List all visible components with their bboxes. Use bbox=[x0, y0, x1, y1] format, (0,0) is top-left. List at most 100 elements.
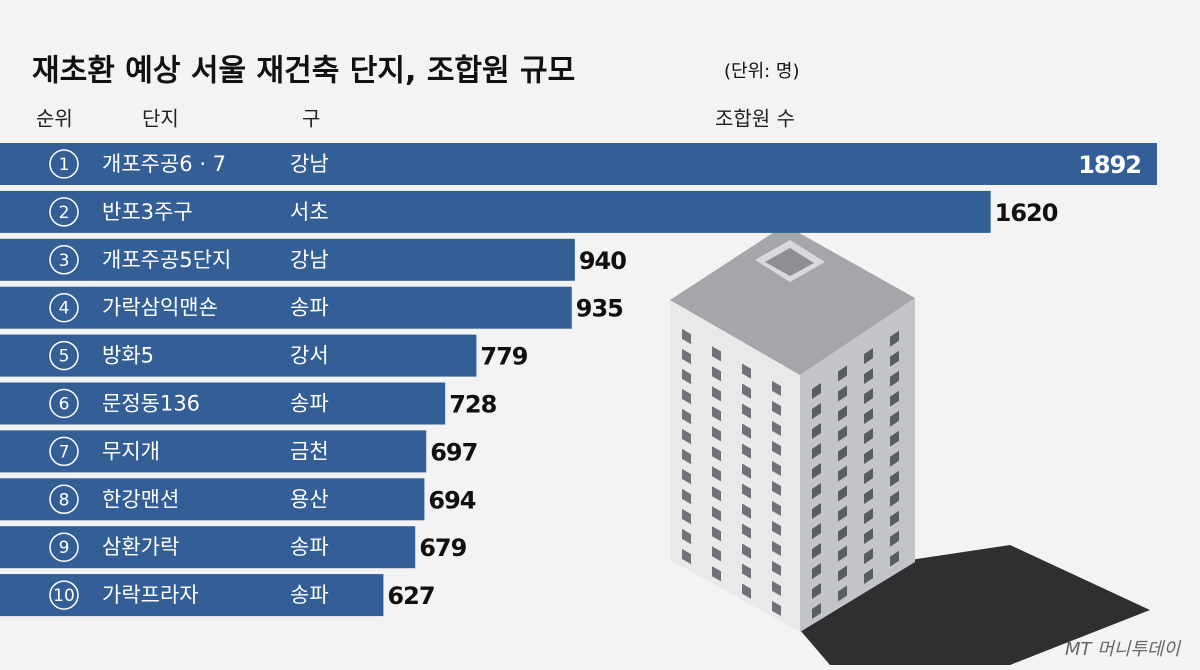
category-label: 삼환가락 bbox=[102, 535, 179, 559]
window bbox=[772, 400, 781, 417]
category-label: 한강맨션 bbox=[102, 487, 179, 511]
window bbox=[890, 330, 899, 347]
bar bbox=[0, 382, 446, 425]
rank-badge bbox=[49, 484, 79, 515]
window bbox=[812, 602, 821, 619]
window bbox=[890, 350, 899, 367]
window bbox=[772, 580, 781, 597]
value-label: 627 bbox=[387, 582, 434, 610]
window bbox=[682, 508, 691, 525]
value-label: 728 bbox=[449, 391, 496, 419]
window bbox=[838, 585, 847, 602]
window bbox=[890, 530, 899, 547]
window bbox=[712, 566, 721, 582]
window bbox=[838, 445, 847, 462]
window bbox=[772, 480, 781, 497]
window bbox=[712, 446, 721, 462]
window bbox=[742, 463, 751, 479]
rank-badge bbox=[49, 149, 79, 179]
window bbox=[682, 428, 691, 445]
rank-badge bbox=[49, 245, 79, 275]
window bbox=[682, 468, 691, 485]
window bbox=[812, 382, 821, 399]
district-label: 용산 bbox=[290, 487, 329, 511]
bar bbox=[0, 190, 991, 233]
window bbox=[772, 600, 781, 617]
window bbox=[742, 423, 751, 439]
window bbox=[742, 383, 751, 399]
window bbox=[682, 328, 691, 345]
window bbox=[712, 506, 721, 522]
rank: 7 bbox=[59, 442, 70, 462]
rank: 1 bbox=[59, 155, 70, 175]
district-label: 송파 bbox=[290, 296, 329, 320]
value-label: 697 bbox=[430, 438, 477, 466]
window bbox=[812, 462, 821, 479]
building-illustration bbox=[670, 225, 1150, 665]
window bbox=[890, 510, 899, 527]
window bbox=[712, 406, 721, 422]
window bbox=[812, 402, 821, 419]
window bbox=[838, 465, 847, 482]
window bbox=[864, 428, 873, 445]
window bbox=[772, 520, 781, 537]
value-label: 694 bbox=[428, 486, 475, 514]
window bbox=[712, 426, 721, 442]
window bbox=[838, 505, 847, 522]
window bbox=[742, 543, 751, 559]
window bbox=[864, 528, 873, 545]
window bbox=[772, 420, 781, 437]
window bbox=[838, 405, 847, 422]
window bbox=[890, 410, 899, 427]
window bbox=[772, 560, 781, 577]
window bbox=[812, 522, 821, 539]
district-label: 강서 bbox=[290, 344, 329, 368]
rank-badge bbox=[49, 436, 79, 467]
window bbox=[682, 548, 691, 565]
window bbox=[838, 525, 847, 542]
window bbox=[682, 488, 691, 505]
window bbox=[864, 568, 873, 585]
category-label: 개포주공6 · 7 bbox=[102, 152, 226, 176]
bar bbox=[0, 334, 477, 377]
window bbox=[864, 488, 873, 505]
window bbox=[838, 385, 847, 402]
window bbox=[890, 430, 899, 447]
district-label: 송파 bbox=[290, 583, 329, 607]
category-label: 가락삼익맨숀 bbox=[102, 296, 218, 320]
window bbox=[682, 388, 691, 405]
window bbox=[864, 548, 873, 565]
value-label: 1620 bbox=[995, 199, 1058, 227]
window bbox=[838, 425, 847, 442]
value-label: 940 bbox=[579, 247, 626, 275]
header: 단지 bbox=[142, 107, 179, 131]
window bbox=[838, 565, 847, 582]
chart-title: 재초환 예상 서울 재건축 단지, 조합원 규모 bbox=[32, 54, 575, 89]
building-left-face bbox=[670, 300, 800, 632]
bar bbox=[0, 143, 1157, 185]
rank: 5 bbox=[59, 347, 70, 367]
building-roof bbox=[670, 225, 915, 375]
category-label: 문정동136 bbox=[102, 392, 200, 416]
window bbox=[712, 526, 721, 542]
window bbox=[812, 562, 821, 579]
window bbox=[682, 448, 691, 465]
value-label: 1892 bbox=[1078, 151, 1141, 179]
district-label: 송파 bbox=[290, 535, 329, 559]
window bbox=[742, 503, 751, 519]
window bbox=[864, 368, 873, 385]
value-label: 779 bbox=[480, 343, 527, 371]
rank-badge bbox=[49, 197, 79, 227]
district-label: 서초 bbox=[290, 200, 329, 224]
window bbox=[812, 422, 821, 439]
building-right-face bbox=[800, 298, 915, 632]
header: 조합원 수 bbox=[715, 107, 795, 131]
window bbox=[890, 370, 899, 387]
window bbox=[812, 542, 821, 559]
category-label: 반포3주구 bbox=[102, 200, 193, 224]
bar bbox=[0, 286, 572, 329]
window bbox=[772, 460, 781, 477]
bar bbox=[0, 526, 416, 569]
